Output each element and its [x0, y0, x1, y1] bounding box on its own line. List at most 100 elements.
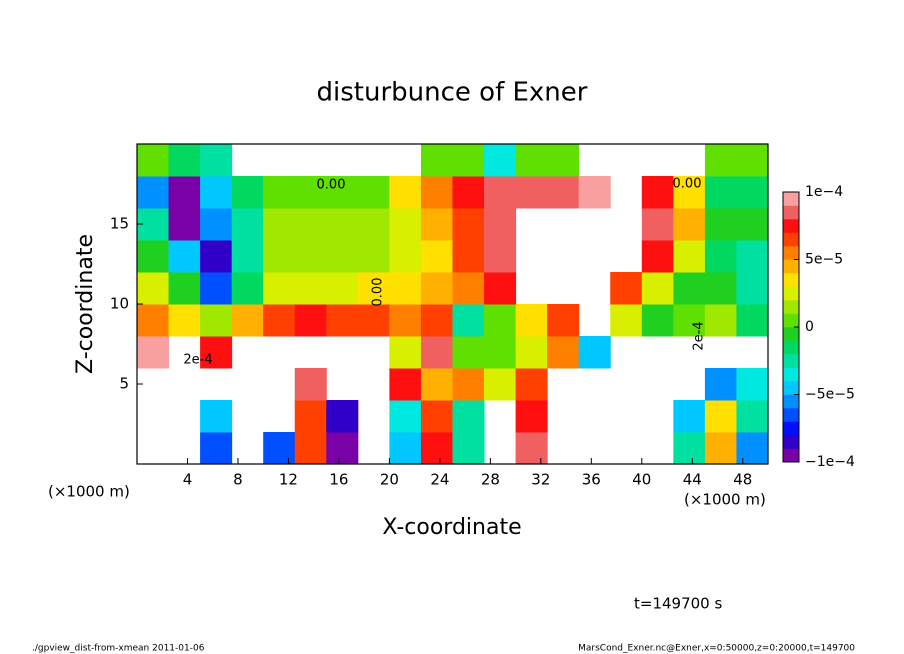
field-cell: [357, 208, 390, 241]
field-cell: [515, 368, 548, 401]
colorbar-band: [783, 286, 799, 301]
field-cell: [263, 432, 296, 465]
chart-title: disturbunce of Exner: [317, 78, 588, 108]
field-cell: [200, 336, 233, 369]
field-cell: [641, 176, 674, 209]
field-cell: [673, 272, 706, 305]
field-cell: [389, 176, 422, 209]
field-cell: [357, 304, 390, 337]
field-cell: [357, 176, 390, 209]
x-tick-label: 28: [481, 471, 500, 489]
field-cell: [452, 336, 485, 369]
field-cell: [389, 336, 422, 369]
field-cell: [357, 240, 390, 273]
x-tick-label: 48: [733, 471, 752, 489]
field-cell: [168, 272, 201, 305]
colorbar-band: [783, 354, 799, 368]
field-cell: [673, 208, 706, 241]
field-cell: [736, 208, 769, 241]
field-cell: [137, 336, 170, 369]
field-cell: [420, 144, 453, 177]
field-cell: [704, 432, 737, 465]
field-cell: [515, 304, 548, 337]
field-cell: [200, 432, 233, 465]
field-cell: [420, 176, 453, 209]
field-cell: [168, 144, 201, 177]
field-cell: [326, 272, 359, 305]
y-tick-label: 15: [110, 215, 129, 233]
colorbar-band: [783, 219, 799, 233]
field-cell: [389, 240, 422, 273]
time-label: t=149700 s: [634, 595, 722, 613]
colorbar-tick-label: 0: [805, 319, 814, 335]
field-cell: [641, 272, 674, 305]
x-tick-label: 40: [632, 471, 651, 489]
field-cell: [547, 304, 580, 337]
x-tick-label: 16: [329, 471, 348, 489]
footer-right: MarsCond_Exner.nc@Exner,x=0:50000,z=0:20…: [578, 644, 855, 654]
x-tick-label: 32: [531, 471, 550, 489]
x-axis-label: X-coordinate: [382, 515, 521, 540]
field-cell: [389, 304, 422, 337]
field-cell: [294, 208, 327, 241]
field-cell: [231, 272, 264, 305]
field-cell: [294, 176, 327, 209]
field-cell: [420, 400, 453, 433]
field-cell: [704, 304, 737, 337]
field-cell: [200, 144, 233, 177]
contour-label: 0.00: [371, 278, 386, 307]
field-cell: [673, 304, 706, 337]
field-cell: [137, 240, 170, 273]
colorbar-band: [783, 394, 799, 409]
field-cell: [326, 304, 359, 337]
x-tick-label: 8: [233, 471, 243, 489]
field-cell: [484, 208, 517, 241]
field-cell: [200, 208, 233, 241]
field-cell: [263, 176, 296, 209]
field-cell: [420, 272, 453, 305]
field-cell: [263, 240, 296, 273]
field-cell: [547, 336, 580, 369]
field-cell: [168, 240, 201, 273]
x-tick-label: 24: [430, 471, 449, 489]
field-cell: [641, 240, 674, 273]
field-cell: [452, 272, 485, 305]
field-cell: [704, 176, 737, 209]
colorbar-tick-label: 1e−4: [805, 184, 843, 200]
field-cell: [452, 304, 485, 337]
field-cell: [137, 176, 170, 209]
x-tick-label: 36: [582, 471, 601, 489]
field-cell: [294, 400, 327, 433]
field-cell: [389, 272, 422, 305]
field-cell: [704, 368, 737, 401]
field-cell: [704, 208, 737, 241]
field-cell: [452, 240, 485, 273]
colorbar-band: [783, 192, 799, 206]
field-cell: [420, 368, 453, 401]
field-cell: [736, 432, 769, 465]
field-cell: [547, 144, 580, 177]
field-cell: [736, 272, 769, 305]
field-cell: [610, 272, 643, 305]
colorbar-band: [783, 246, 799, 260]
field-cell: [452, 368, 485, 401]
x-tick-label: 20: [380, 471, 399, 489]
colorbar-band: [783, 327, 799, 341]
field-cell: [200, 272, 233, 305]
field-cell: [389, 368, 422, 401]
colorbar-band: [783, 367, 799, 382]
field-cell: [326, 176, 359, 209]
field-cell: [137, 272, 170, 305]
field-cell: [452, 432, 485, 465]
field-cell: [736, 400, 769, 433]
field-cell: [263, 304, 296, 337]
x-tick-label: 44: [683, 471, 702, 489]
colorbar-tick-label: 5e−5: [805, 252, 843, 268]
y-tick-label: 10: [110, 295, 129, 313]
field-cell: [641, 304, 674, 337]
field-cell: [736, 304, 769, 337]
colorbar-band: [783, 232, 799, 247]
field-cell: [484, 368, 517, 401]
field-cell: [484, 176, 517, 209]
x-tick-label: 4: [183, 471, 193, 489]
